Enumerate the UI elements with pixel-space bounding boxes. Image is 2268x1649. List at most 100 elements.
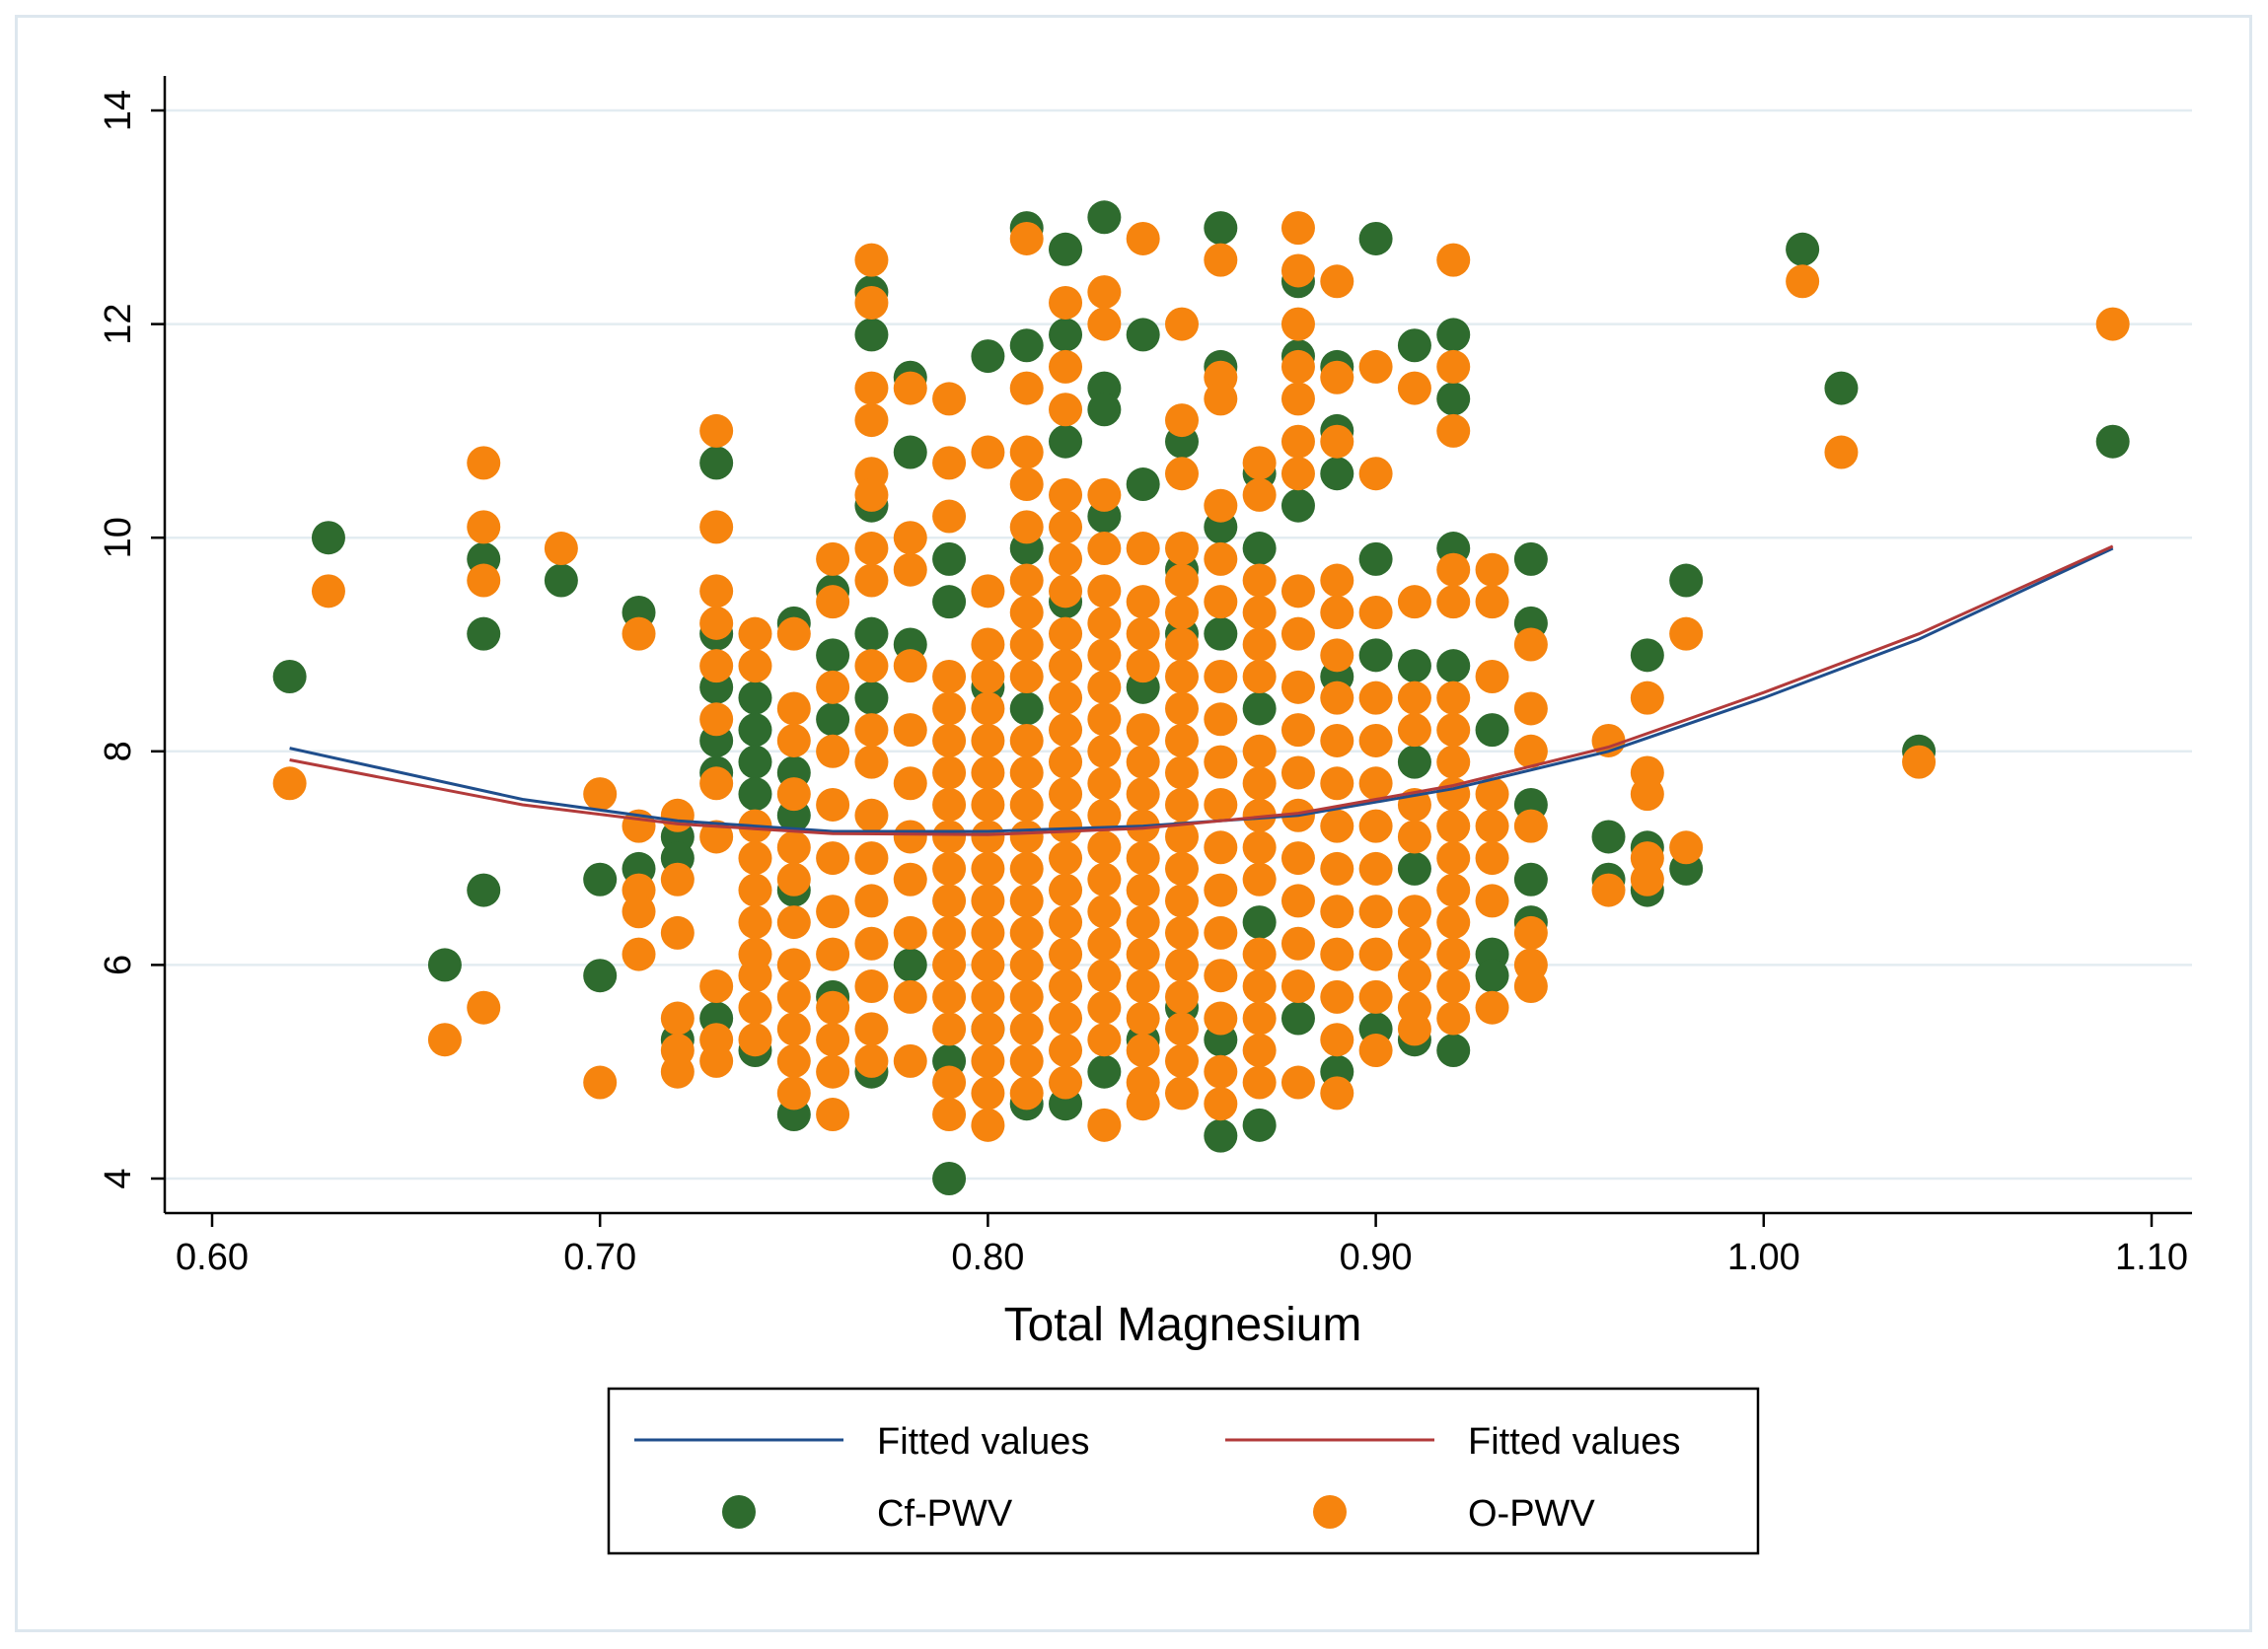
o_pwv-point [1165, 787, 1199, 822]
o_pwv-point [1204, 1001, 1238, 1036]
o_pwv-point [932, 723, 967, 757]
o_pwv-point [854, 371, 889, 405]
o_pwv-point [1087, 895, 1122, 929]
o_pwv-point [311, 574, 345, 609]
o_pwv-point [660, 798, 695, 832]
o_pwv-point [1242, 937, 1277, 971]
o_pwv-point [1009, 723, 1044, 757]
o_pwv-point [1049, 937, 1083, 971]
o_pwv-point [1475, 809, 1509, 843]
cf_pwv-point [311, 521, 345, 555]
cf_pwv-point [1436, 382, 1471, 416]
o_pwv-point [1513, 691, 1548, 726]
o_pwv-point [1049, 574, 1083, 609]
o_pwv-point [1242, 969, 1277, 1004]
o_pwv-point [1591, 873, 1626, 907]
o_pwv-point [893, 862, 927, 896]
fitted-lines [289, 544, 2114, 836]
axes: 4 6 8 10 12 14 0.60 0.70 0.80 0.90 1.00 1.10 [98, 76, 2192, 1278]
o_pwv-point [1436, 873, 1471, 907]
o_pwv-point [1087, 1023, 1122, 1057]
o_pwv-point [2095, 307, 2130, 341]
o_pwv-point [1242, 1065, 1277, 1100]
o_pwv-point [1087, 638, 1122, 673]
o_pwv-point [1669, 830, 1704, 865]
o_pwv-point [1049, 616, 1083, 651]
o_pwv-point [1280, 574, 1315, 609]
o_pwv-point [1009, 1012, 1044, 1046]
o_pwv-point [1087, 670, 1122, 704]
cf_pwv-point [738, 681, 772, 715]
o_pwv-point [776, 1076, 811, 1111]
o_pwv-point [932, 1098, 967, 1132]
o_pwv-point [932, 787, 967, 822]
o_pwv-point [1049, 349, 1083, 384]
o_pwv-point [1280, 424, 1315, 459]
cf_pwv-point [1397, 328, 1431, 363]
o_pwv-point [622, 937, 656, 971]
o_pwv-point [893, 552, 927, 587]
cf_pwv-point [1087, 393, 1122, 427]
o_pwv-point [1009, 1076, 1044, 1111]
o_pwv-point [932, 851, 967, 886]
o_pwv-point [816, 895, 850, 929]
o_pwv-point [1087, 606, 1122, 640]
o_pwv-point [1009, 659, 1044, 693]
o_pwv-point [971, 948, 1005, 982]
cf_pwv-point [1204, 211, 1238, 246]
o_pwv-point [893, 371, 927, 405]
cf_pwv-point [1049, 318, 1083, 352]
o_pwv-point [1165, 691, 1199, 726]
o_pwv-point [1087, 830, 1122, 865]
o_pwv-point [971, 691, 1005, 726]
o_pwv-point [854, 532, 889, 566]
cf_pwv-point [467, 616, 501, 651]
o_pwv-point [1397, 371, 1431, 405]
cf_pwv-point [1630, 638, 1664, 673]
o_pwv-point [1087, 1108, 1122, 1142]
o_pwv-point [1126, 713, 1160, 748]
cf_pwv-point [1475, 959, 1509, 993]
o_pwv-point [1280, 969, 1315, 1004]
o_pwv-point [1049, 745, 1083, 779]
o_pwv-point [1204, 243, 1238, 277]
o_pwv-point [1126, 873, 1160, 907]
o_pwv-point [1436, 413, 1471, 448]
o_pwv-point [971, 820, 1005, 854]
o_pwv-point [1204, 1087, 1238, 1121]
y-tick-label: 4 [98, 1168, 139, 1188]
o_pwv-point [1320, 895, 1354, 929]
o_pwv-point [467, 446, 501, 480]
o_pwv-point [1280, 926, 1315, 961]
o_pwv-point [1358, 681, 1393, 715]
o_pwv-point [1320, 360, 1354, 394]
o_pwv-point [1358, 766, 1393, 801]
o_pwv-point [1087, 926, 1122, 961]
o_pwv-point [1204, 585, 1238, 619]
o_pwv-point [660, 1054, 695, 1089]
o_pwv-point [738, 959, 772, 993]
o_pwv-point [1280, 349, 1315, 384]
o_pwv-point [932, 979, 967, 1014]
o_pwv-point [971, 979, 1005, 1014]
o_pwv-point [971, 723, 1005, 757]
o_pwv-point [854, 926, 889, 961]
o_pwv-point [893, 979, 927, 1014]
o_pwv-point [816, 1054, 850, 1089]
o_pwv-point [1009, 820, 1044, 854]
o_pwv-point [738, 905, 772, 940]
o_pwv-point [1242, 563, 1277, 598]
o_pwv-point [467, 990, 501, 1025]
o_pwv-point [1320, 809, 1354, 843]
o_pwv-point [971, 755, 1005, 790]
o_pwv-point [1126, 1001, 1160, 1036]
o_pwv-point [854, 745, 889, 779]
o_pwv-point [1242, 1001, 1277, 1036]
cf_pwv-point [1242, 691, 1277, 726]
o_pwv-point [776, 1043, 811, 1078]
cf_pwv-point [1320, 457, 1354, 491]
o_pwv-point [1320, 723, 1354, 757]
x-tick-label: 0.90 [1340, 1237, 1413, 1278]
o_pwv-point [1204, 1054, 1238, 1089]
cf_pwv-point [583, 959, 618, 993]
